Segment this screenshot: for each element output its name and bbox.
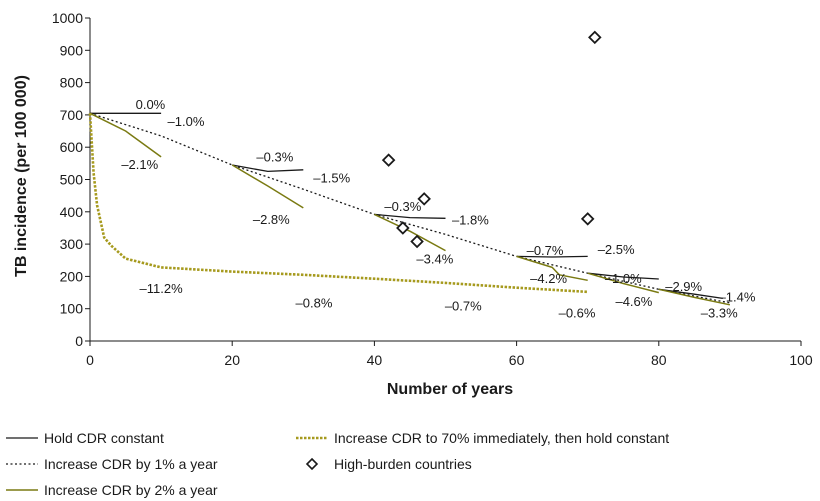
rate-annotation: 0.0%: [136, 97, 166, 112]
rate-annotation: –1.4%: [719, 290, 756, 305]
rate-annotation: –3.3%: [701, 306, 738, 321]
x-tick-label: 100: [789, 352, 813, 368]
high-burden-country-marker: [588, 30, 602, 45]
series-line-two_percent: [231, 164, 304, 209]
y-tick-label: 200: [60, 268, 84, 284]
rate-annotation: –11.2%: [140, 281, 184, 296]
rate-annotation: –2.8%: [253, 212, 290, 227]
high-burden-country-marker: [381, 153, 396, 167]
rate-annotation: –1.0%: [605, 271, 642, 286]
rate-annotation: –0.3%: [384, 199, 421, 214]
rate-annotation: –0.7%: [527, 243, 564, 258]
series-line-two_percent: [658, 288, 731, 306]
series-line-hold: [516, 255, 588, 258]
legend-label-markers: High-burden countries: [334, 456, 472, 472]
rate-annotation: –2.5%: [598, 242, 635, 257]
y-axis-title: TB incidence (per 100 000): [13, 75, 30, 277]
rate-annotation: –0.3%: [256, 150, 293, 165]
legend: Hold CDR constant Increase CDR by 1% a ye…: [6, 430, 669, 498]
legend-label-one_percent: Increase CDR by 1% a year: [44, 456, 218, 472]
x-axis-title: Number of years: [387, 381, 513, 398]
x-tick-label: 0: [86, 352, 94, 368]
x-tick-label: 20: [224, 352, 240, 368]
x-tick-label: 80: [651, 352, 667, 368]
rate-annotation: –0.8%: [296, 296, 333, 311]
series-line-one_percent: [89, 112, 731, 304]
rate-annotation: –1.5%: [313, 171, 350, 186]
high-burden-country-marker: [417, 192, 431, 206]
series-line-hold: [374, 213, 446, 219]
rate-annotation: –4.2%: [530, 271, 567, 286]
series-line-hold: [587, 272, 659, 280]
y-tick-label: 700: [60, 107, 84, 123]
rate-annotation: –0.6%: [559, 305, 596, 320]
rate-annotation: –1.0%: [168, 114, 205, 129]
high-burden-country-marker: [396, 221, 410, 235]
high-burden-country-marker: [410, 234, 424, 249]
rate-annotation: –4.6%: [615, 294, 652, 309]
y-tick-label: 300: [60, 236, 84, 252]
series-line-hold: [658, 288, 723, 300]
legend-swatch-markers: [305, 457, 319, 471]
rate-annotation: –2.1%: [121, 157, 158, 172]
rate-annotation: –0.7%: [445, 298, 482, 313]
series-line-two_percent: [587, 272, 659, 294]
x-tick-label: 60: [509, 352, 525, 368]
rate-annotation: –2.9%: [665, 279, 702, 294]
legend-label-hold: Hold CDR constant: [44, 430, 164, 446]
y-tick-label: 400: [60, 204, 84, 220]
high-burden-country-marker: [580, 212, 595, 226]
y-tick-label: 600: [60, 139, 84, 155]
x-tick-label: 40: [367, 352, 383, 368]
y-tick-label: 0: [75, 333, 83, 349]
axes: 0 100 200 300 400 500 600 700 800 900 1000 0 20 40 60 8…: [52, 10, 813, 368]
y-tick-label: 1000: [52, 10, 83, 26]
rate-annotation: –1.8%: [452, 213, 489, 228]
y-tick-label: 800: [60, 75, 84, 91]
y-tick-label: 900: [60, 42, 84, 58]
legend-label-seventy: Increase CDR to 70% immediately, then ho…: [334, 430, 669, 446]
annotations: 0.0%–1.0%–2.1% –0.3%–1.5%–2.8%–0.3%–1.8%–…: [121, 97, 756, 321]
series-line-two_percent: [516, 255, 588, 282]
y-tick-label: 100: [60, 301, 84, 317]
plot-area: [88, 30, 731, 306]
legend-label-two_percent: Increase CDR by 2% a year: [44, 482, 218, 498]
series-line-hold: [232, 164, 304, 173]
y-tick-label: 500: [60, 172, 84, 188]
rate-annotation: –3.4%: [416, 251, 453, 266]
series-line-seventy: [88, 113, 588, 294]
series-line-two_percent: [374, 213, 446, 252]
series-line-two_percent: [89, 112, 162, 158]
